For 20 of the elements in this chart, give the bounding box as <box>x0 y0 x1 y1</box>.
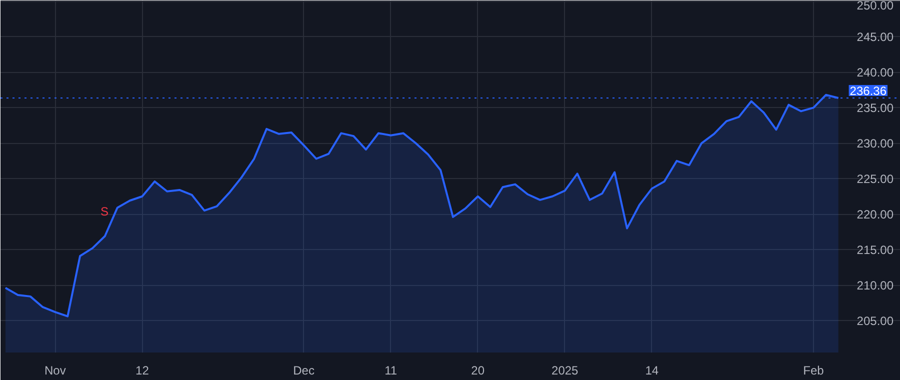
y-tick-label: 245.00 <box>856 30 894 44</box>
x-tick-label: 2025 <box>552 364 579 378</box>
ref-line-label: 236.36 <box>850 84 887 98</box>
y-tick-label: 205.00 <box>856 314 894 328</box>
annotation: S <box>100 204 109 218</box>
y-tick-label: 220.00 <box>856 208 894 222</box>
y-tick-label: 230.00 <box>856 136 894 151</box>
x-tick-label: Feb <box>803 364 824 378</box>
y-tick-label: 250.00 <box>856 0 894 12</box>
y-tick-label: 225.00 <box>856 172 894 186</box>
y-tick-label: 240.00 <box>856 66 894 80</box>
y-tick-label: 235.00 <box>856 101 894 116</box>
x-tick-label: 12 <box>136 364 150 378</box>
x-tick-label: Dec <box>293 364 314 378</box>
x-tick-label: 11 <box>384 364 398 378</box>
y-tick-label: 210.00 <box>856 278 894 293</box>
x-tick-label: 20 <box>471 364 485 378</box>
y-tick-label: 215.00 <box>856 243 894 258</box>
x-tick-label: 14 <box>645 364 659 378</box>
x-tick-label: Nov <box>44 364 66 378</box>
